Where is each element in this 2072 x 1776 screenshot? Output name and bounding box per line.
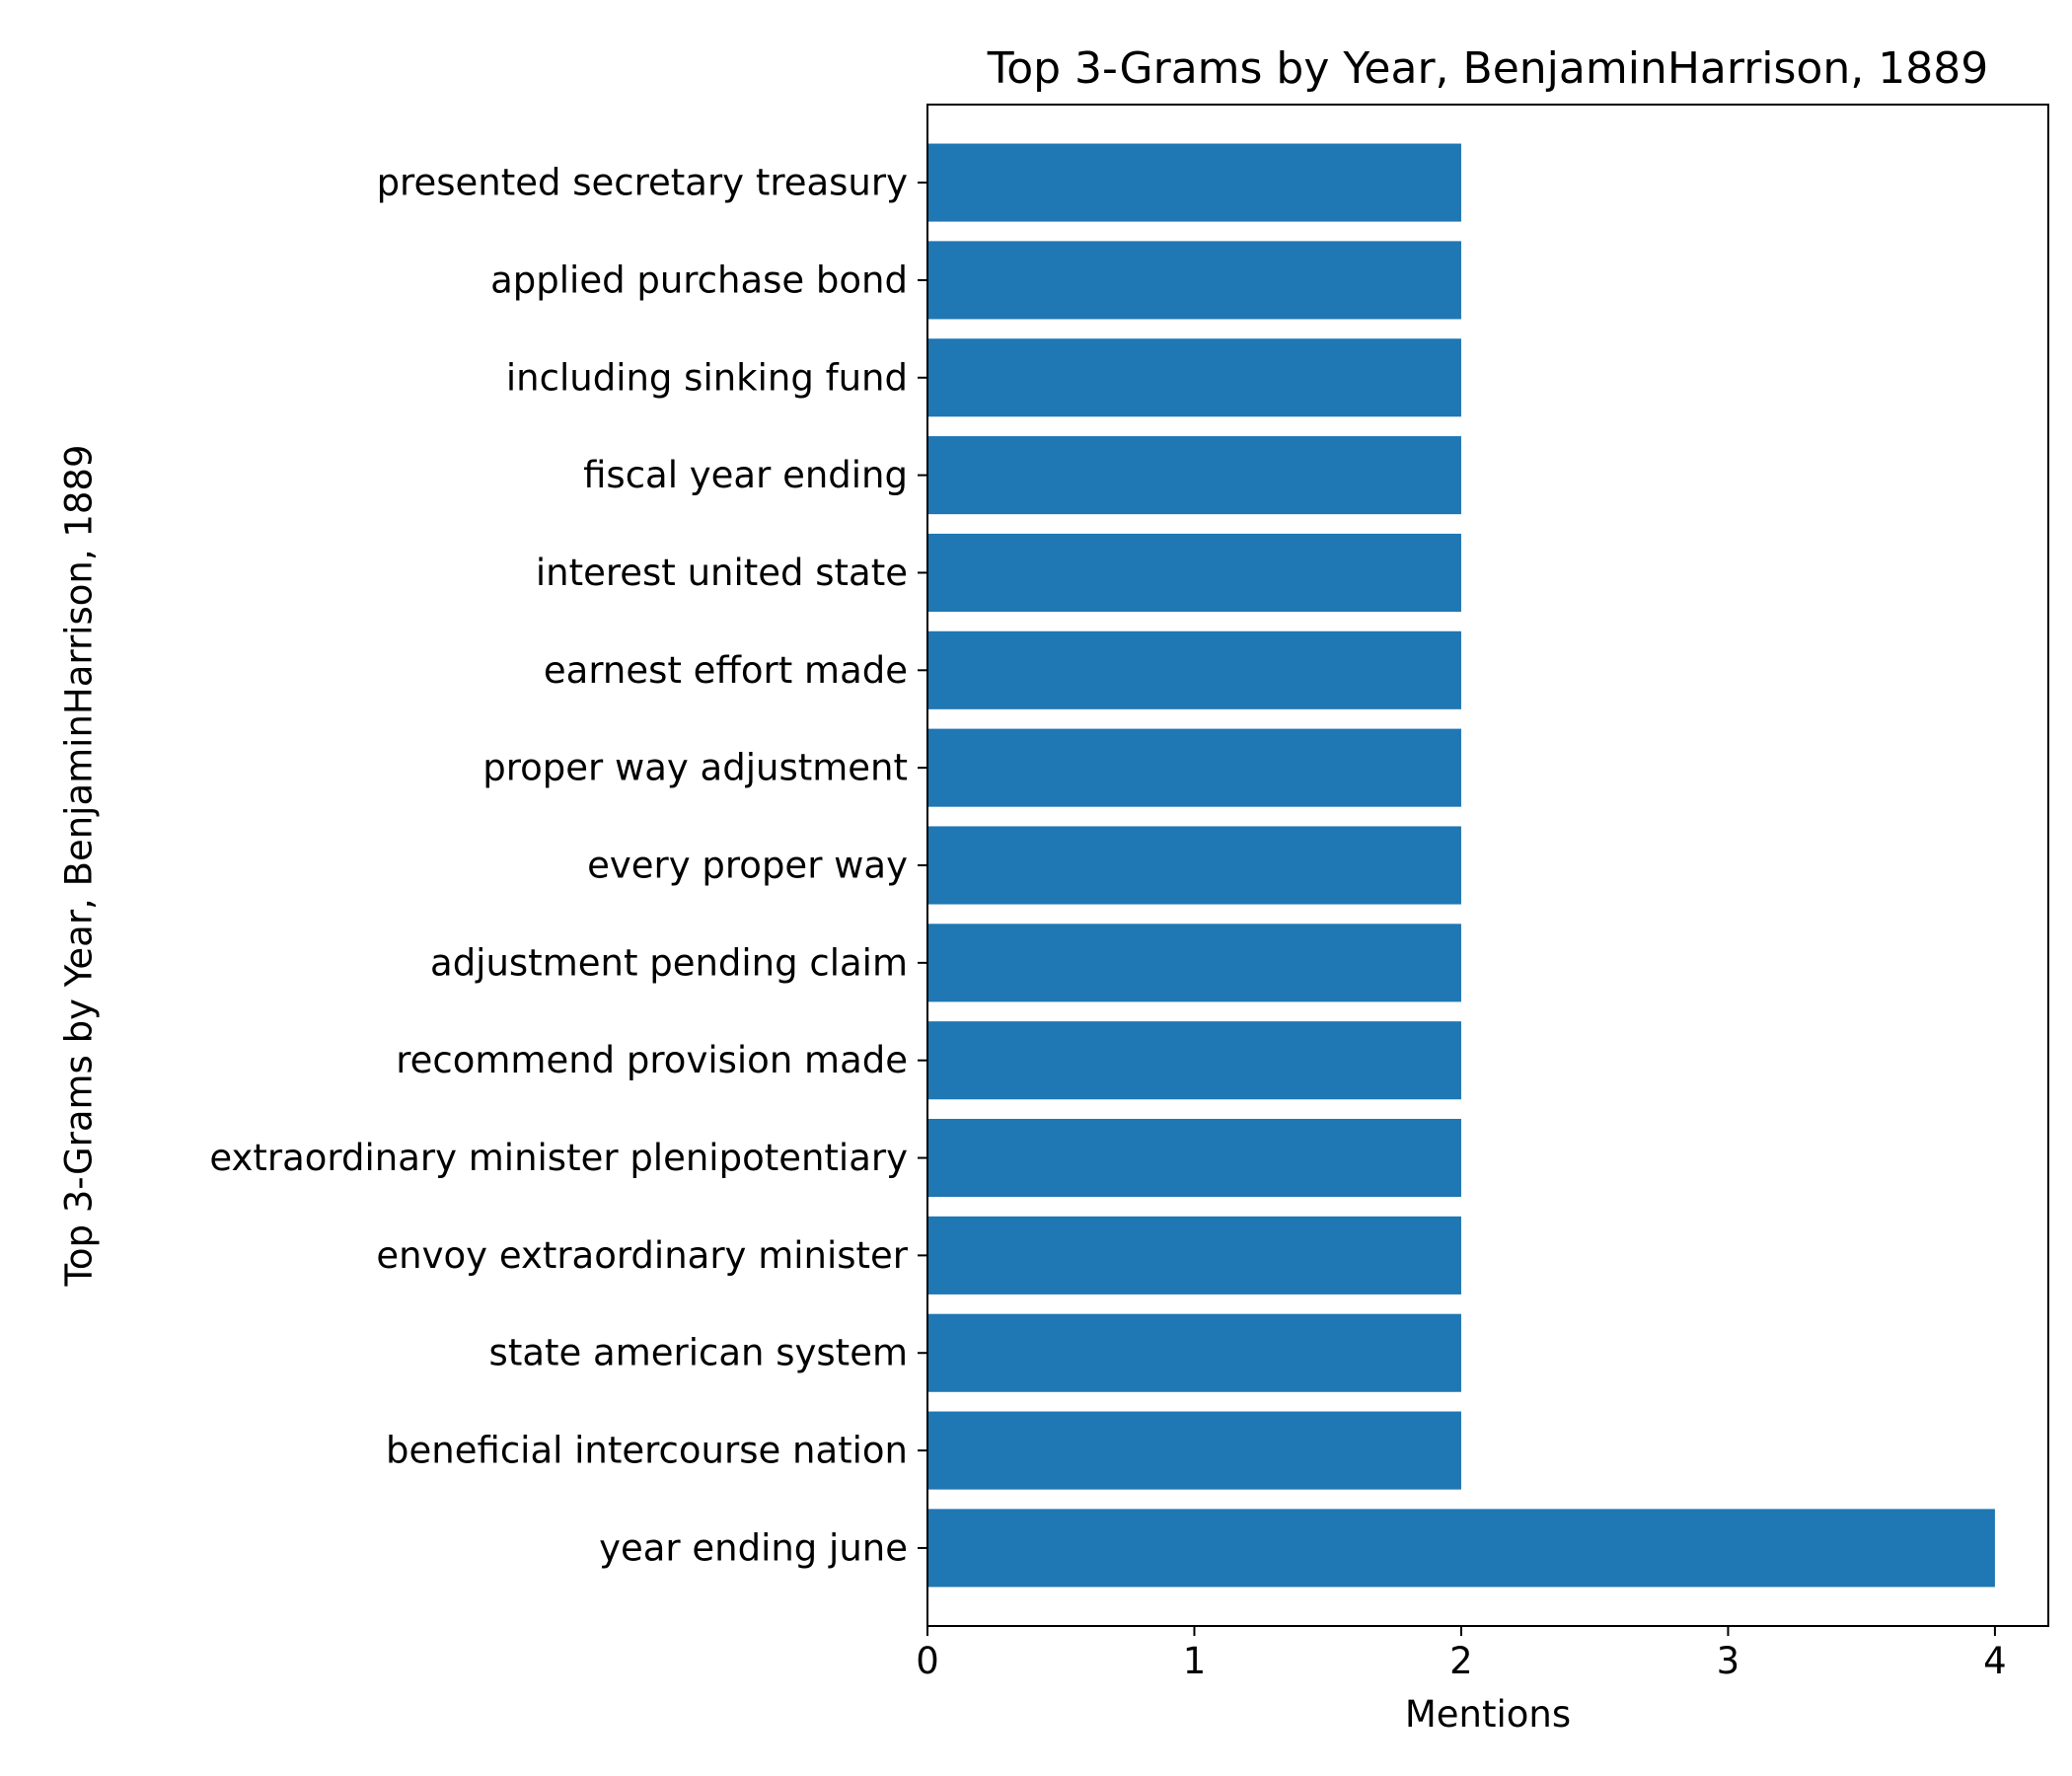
bars-group (927, 143, 1995, 1588)
bar (927, 241, 1461, 320)
y-tick-label: adjustment pending claim (430, 941, 908, 984)
x-axis-ticks: 0 1 2 3 4 (916, 1626, 2007, 1682)
y-tick-label: extraordinary minister plenipotentiary (209, 1137, 908, 1179)
x-tick-label: 4 (1983, 1640, 2007, 1682)
y-tick-label: earnest effort made (544, 649, 908, 692)
y-tick-label: recommend provision made (396, 1039, 908, 1081)
bar (927, 338, 1461, 417)
bar (927, 1313, 1461, 1392)
y-tick-label: beneficial intercourse nation (386, 1430, 908, 1472)
x-tick-label: 3 (1717, 1640, 1740, 1682)
y-tick-label: envoy extraordinary minister (376, 1234, 908, 1277)
bar (927, 533, 1461, 612)
bar (927, 1411, 1461, 1490)
x-tick-label: 2 (1449, 1640, 1473, 1682)
bar (927, 1509, 1995, 1588)
x-tick-label: 0 (916, 1640, 939, 1682)
bar (927, 630, 1461, 709)
bar (927, 436, 1461, 515)
y-tick-label: fiscal year ending (583, 454, 908, 496)
y-tick-label: state american system (489, 1332, 908, 1374)
bar (927, 143, 1461, 222)
y-tick-label: including sinking fund (506, 356, 908, 399)
y-axis-label: Top 3-Grams by Year, BenjaminHarrison, 1… (58, 444, 101, 1287)
bar (927, 1119, 1461, 1198)
bar (927, 924, 1461, 1002)
y-axis-ticks: year ending june beneficial intercourse n… (209, 162, 927, 1569)
y-tick-label: interest united state (536, 552, 908, 594)
y-tick-label: year ending june (599, 1526, 908, 1569)
x-tick-label: 1 (1183, 1640, 1207, 1682)
y-tick-label: presented secretary treasury (377, 162, 908, 204)
bar (927, 728, 1461, 807)
bar (927, 1021, 1461, 1100)
bar (927, 826, 1461, 905)
y-tick-label: proper way adjustment (482, 747, 908, 789)
bar (927, 1216, 1461, 1295)
x-axis-label: Mentions (1405, 1693, 1571, 1736)
plot-frame (926, 104, 2049, 1627)
y-tick-label: every proper way (587, 845, 908, 887)
chart-title: Top 3-Grams by Year, BenjaminHarrison, 1… (987, 43, 1988, 94)
y-tick-label: applied purchase bond (490, 259, 908, 301)
